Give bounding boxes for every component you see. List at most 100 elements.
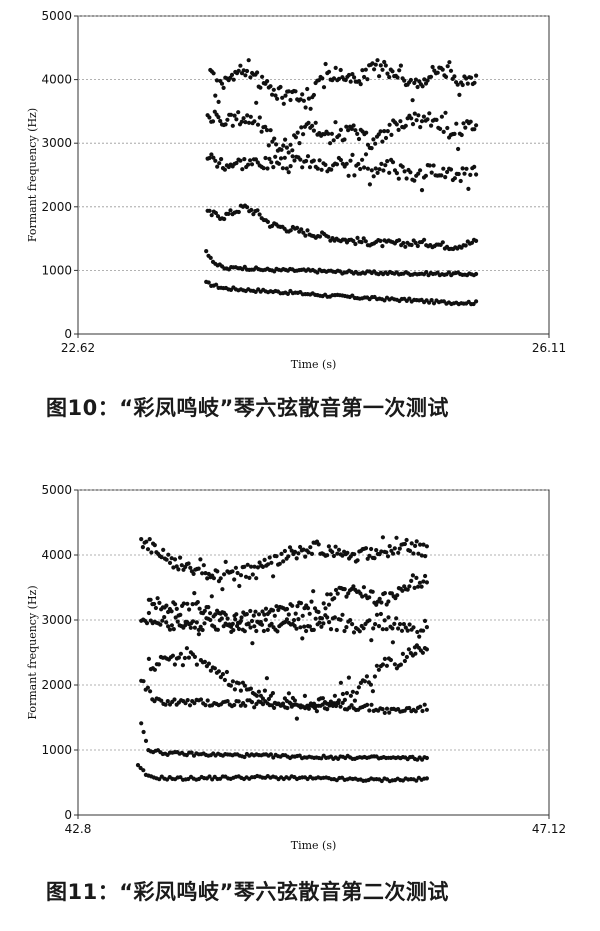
data-point <box>234 160 239 166</box>
data-point <box>286 554 291 559</box>
data-point <box>378 238 383 243</box>
data-point <box>371 137 376 142</box>
data-point <box>379 161 384 166</box>
data-point <box>416 171 421 176</box>
data-point <box>203 571 208 576</box>
data-point <box>369 168 374 173</box>
data-point <box>248 75 253 80</box>
data-point <box>172 662 177 667</box>
data-point <box>410 98 415 103</box>
data-point <box>431 163 436 168</box>
data-point <box>378 129 383 134</box>
data-point <box>271 87 276 92</box>
data-point <box>400 588 405 593</box>
data-point <box>362 74 367 80</box>
data-point <box>194 620 199 625</box>
data-point <box>394 171 399 176</box>
data-point <box>313 616 318 621</box>
data-point <box>158 622 163 627</box>
data-point <box>384 550 389 555</box>
y-tick-label: 4000 <box>41 548 72 562</box>
data-point <box>265 79 270 84</box>
figure-1: 0 1000 2000 3000 4000 5000 22.62 26.11 Time (s) F… <box>0 0 600 440</box>
data-point <box>330 549 335 555</box>
data-point <box>403 625 408 630</box>
data-point <box>144 621 150 626</box>
data-point <box>152 601 157 607</box>
data-point <box>200 571 205 576</box>
data-point <box>340 553 345 558</box>
data-point <box>472 164 477 169</box>
data-point <box>452 176 457 181</box>
data-point <box>286 612 291 617</box>
data-point <box>178 555 183 560</box>
data-point <box>139 721 144 726</box>
data-point <box>141 679 146 684</box>
y-tick-label: 1000 <box>41 263 72 277</box>
data-point <box>424 270 429 275</box>
data-point <box>424 544 429 549</box>
data-point <box>233 617 238 622</box>
data-point <box>284 698 289 704</box>
data-point <box>226 211 231 216</box>
data-point <box>418 168 423 173</box>
data-point <box>421 628 426 633</box>
data-point <box>284 166 289 171</box>
data-point <box>340 700 345 705</box>
data-point <box>469 240 475 245</box>
data-point <box>396 127 401 132</box>
data-point <box>293 611 298 616</box>
data-point <box>239 615 244 620</box>
data-point <box>365 142 371 147</box>
data-point <box>328 141 333 146</box>
data-point <box>232 687 237 692</box>
formant-series <box>139 535 429 592</box>
data-point <box>266 696 271 702</box>
data-point <box>474 123 479 128</box>
data-point <box>260 702 266 707</box>
data-point <box>407 584 412 589</box>
data-point <box>352 698 357 703</box>
data-point <box>411 625 416 630</box>
data-point <box>462 171 467 176</box>
data-point <box>269 560 274 565</box>
data-point <box>250 641 255 646</box>
data-point <box>258 85 263 90</box>
data-point <box>305 606 311 611</box>
data-point <box>342 697 347 702</box>
data-point <box>169 609 174 614</box>
data-point <box>225 699 230 704</box>
data-point <box>206 661 211 666</box>
data-point <box>243 73 248 78</box>
data-point <box>240 680 245 685</box>
data-point <box>248 625 253 630</box>
data-point <box>336 547 342 552</box>
data-point <box>152 543 157 548</box>
data-point <box>236 110 241 115</box>
data-point <box>192 625 197 630</box>
data-point <box>213 612 218 617</box>
data-point <box>383 63 388 68</box>
data-point <box>326 131 331 136</box>
data-point <box>374 602 379 607</box>
data-point <box>255 208 260 213</box>
data-point <box>164 557 169 562</box>
data-point <box>215 627 220 632</box>
formant-series <box>139 610 429 656</box>
data-point <box>320 76 325 81</box>
data-point <box>208 668 213 673</box>
data-point <box>232 702 237 708</box>
data-point <box>472 80 477 85</box>
data-point <box>232 577 237 582</box>
data-point <box>387 170 392 175</box>
data-point <box>321 621 326 626</box>
data-point <box>286 89 291 94</box>
data-point <box>230 679 235 684</box>
data-point <box>242 564 247 569</box>
data-point <box>283 93 288 98</box>
data-point <box>430 64 435 70</box>
y-tick-label: 2000 <box>41 200 72 214</box>
data-point <box>396 550 401 555</box>
data-point <box>409 578 414 583</box>
data-point <box>192 701 197 706</box>
